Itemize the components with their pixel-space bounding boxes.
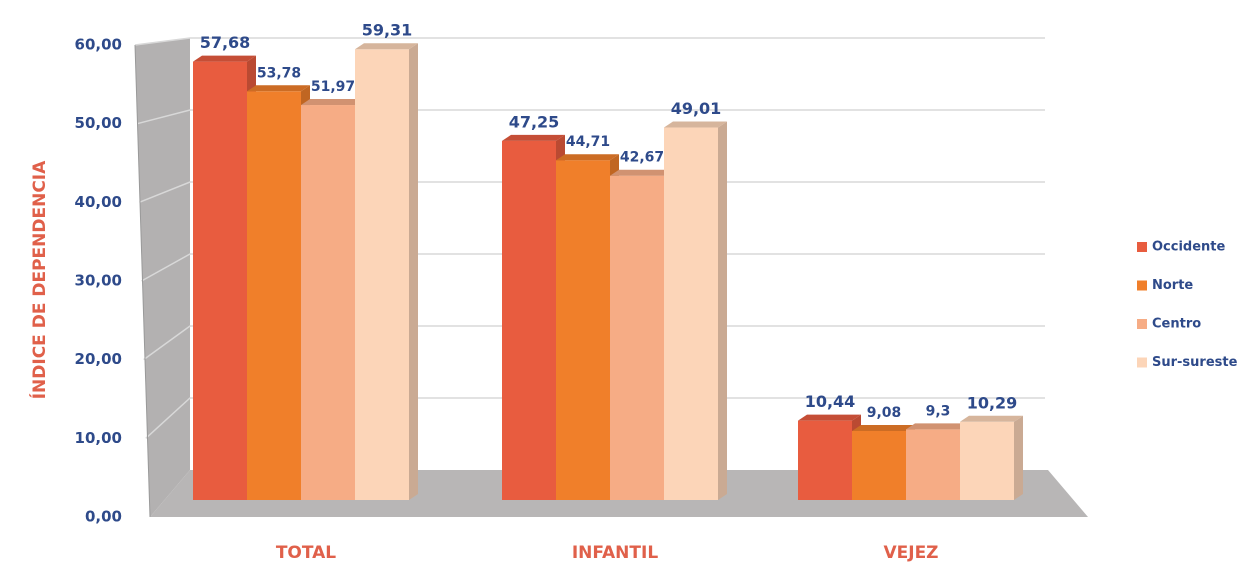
value-label: 53,78 (257, 65, 301, 81)
grid-line (136, 109, 1045, 125)
bar (798, 420, 852, 500)
y-tick-label: 60,00 (75, 36, 122, 54)
legend-swatch (1137, 242, 1147, 252)
value-label: 42,67 (620, 150, 664, 166)
y-axis-line (134, 44, 151, 518)
x-tick-label: TOTAL (276, 543, 336, 563)
bar-top (301, 99, 364, 106)
bar-top (193, 55, 256, 62)
grid-line (145, 397, 1045, 439)
bar (193, 61, 247, 501)
bar (906, 429, 960, 500)
y-tick-label: 30,00 (75, 272, 122, 290)
value-label: 57,68 (200, 33, 251, 52)
y-tick-label: 40,00 (75, 193, 122, 211)
bar (664, 127, 718, 501)
value-label: 59,31 (362, 21, 413, 40)
bar-top (798, 414, 861, 421)
bar (301, 105, 355, 500)
bar (556, 160, 610, 501)
legend-swatch (1137, 280, 1147, 291)
bar (852, 430, 906, 500)
legend-label: Occidente (1152, 240, 1226, 255)
bar-side (718, 121, 727, 501)
value-label: 10,29 (967, 393, 1018, 412)
bar-top (247, 85, 310, 92)
grid-line (143, 325, 1045, 361)
bar-top (906, 423, 969, 430)
bar-top (556, 154, 619, 161)
bar-side (409, 43, 418, 501)
bar-top (355, 43, 418, 50)
value-label: 47,25 (509, 112, 560, 131)
bar (960, 421, 1014, 500)
legend-label: Sur-sureste (1152, 355, 1238, 370)
grid-line (141, 253, 1045, 282)
legend-swatch (1137, 357, 1147, 368)
legend-label: Centro (1152, 317, 1201, 332)
value-label: 9,3 (926, 403, 951, 419)
bar (355, 49, 409, 501)
grid-line (139, 181, 1045, 204)
y-tick-label: 10,00 (75, 429, 122, 447)
y-axis-title: ÍNDICE DE DEPENDENCIA (28, 160, 50, 399)
x-tick-label: VEJEZ (883, 543, 938, 563)
y-tick-label: 0,00 (85, 508, 122, 526)
bar-top (610, 169, 673, 176)
bar (247, 91, 301, 500)
bar-side (1014, 415, 1023, 500)
bar-top (852, 424, 915, 431)
bar-top (960, 415, 1023, 422)
y-tick-label: 50,00 (75, 114, 122, 132)
legend-label: Norte (1152, 278, 1193, 293)
value-label: 9,08 (867, 405, 902, 421)
value-label: 49,01 (671, 99, 722, 118)
side-wall (135, 38, 190, 517)
legend-swatch (1137, 319, 1147, 329)
y-tick-label: 20,00 (75, 350, 122, 368)
value-label: 51,97 (311, 79, 355, 95)
bar-top (502, 134, 565, 141)
value-label: 44,71 (566, 134, 610, 150)
bar (502, 140, 556, 500)
grid-line (134, 37, 1045, 46)
value-label: 10,44 (805, 392, 856, 411)
x-tick-label: INFANTIL (572, 543, 659, 563)
bar-top (664, 121, 727, 128)
bar (610, 175, 664, 500)
